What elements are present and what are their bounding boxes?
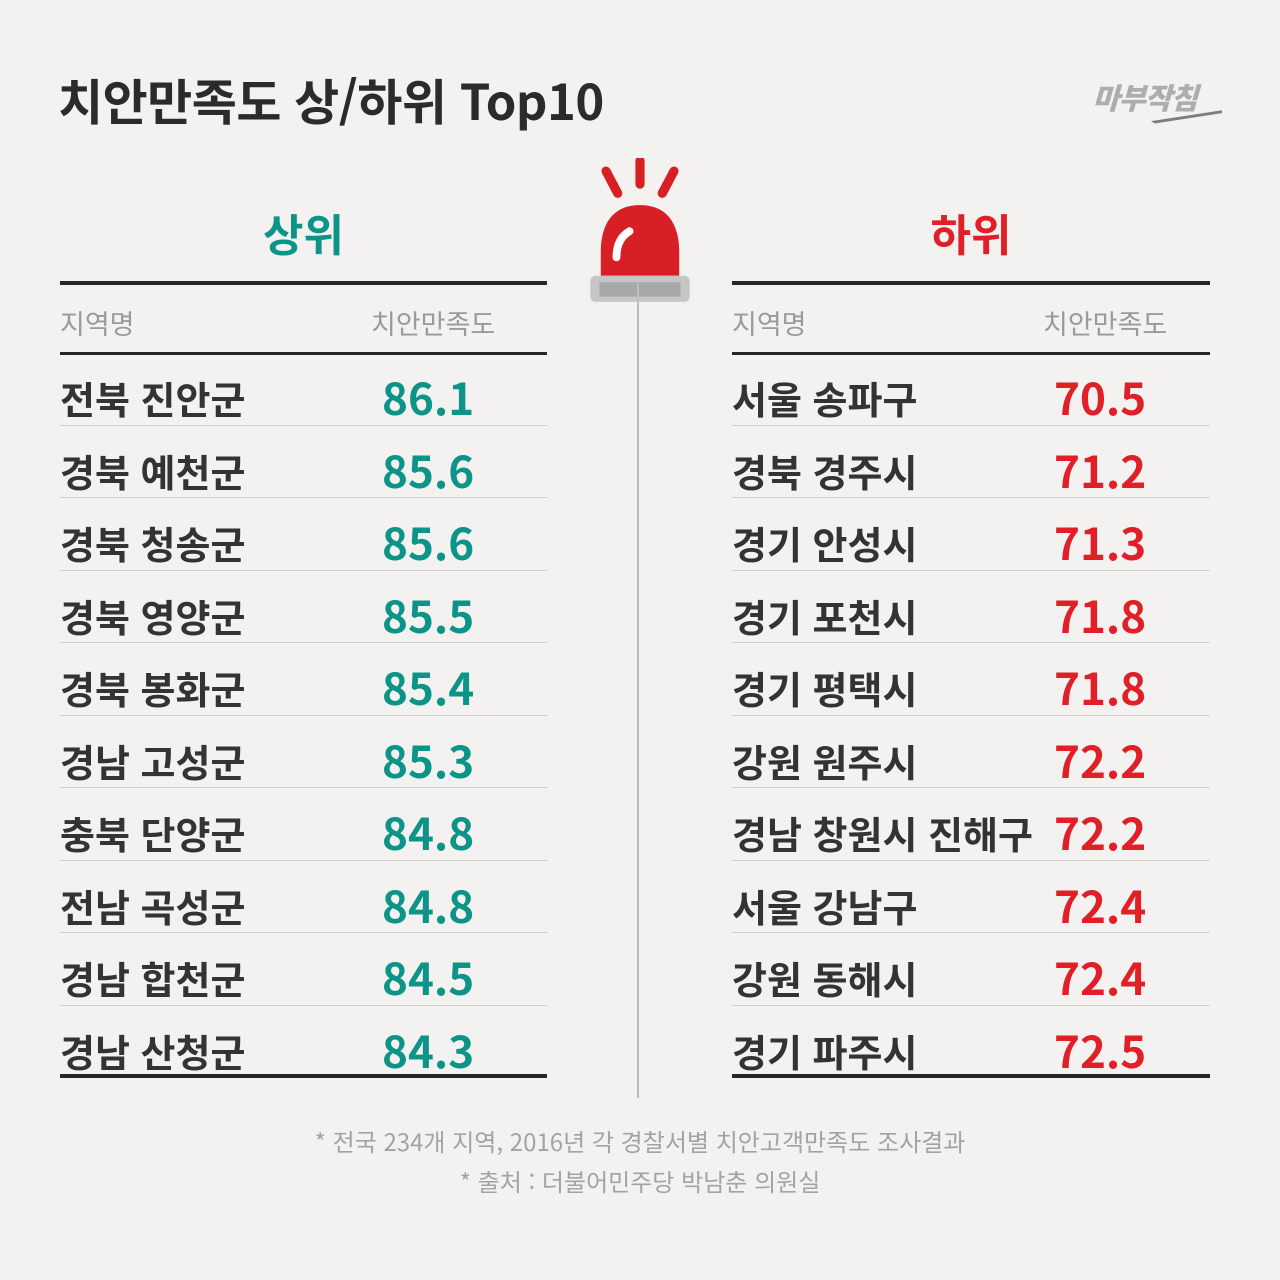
- svg-text:마부작침: 마부작침: [1090, 78, 1207, 118]
